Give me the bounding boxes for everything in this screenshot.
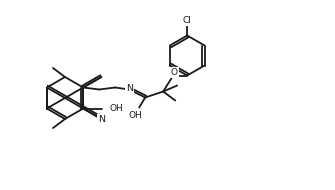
- Text: N: N: [98, 115, 105, 124]
- Text: O: O: [171, 68, 178, 77]
- Text: OH: OH: [128, 111, 142, 120]
- Text: N: N: [126, 84, 133, 93]
- Text: OH: OH: [109, 104, 123, 113]
- Text: Cl: Cl: [183, 16, 192, 25]
